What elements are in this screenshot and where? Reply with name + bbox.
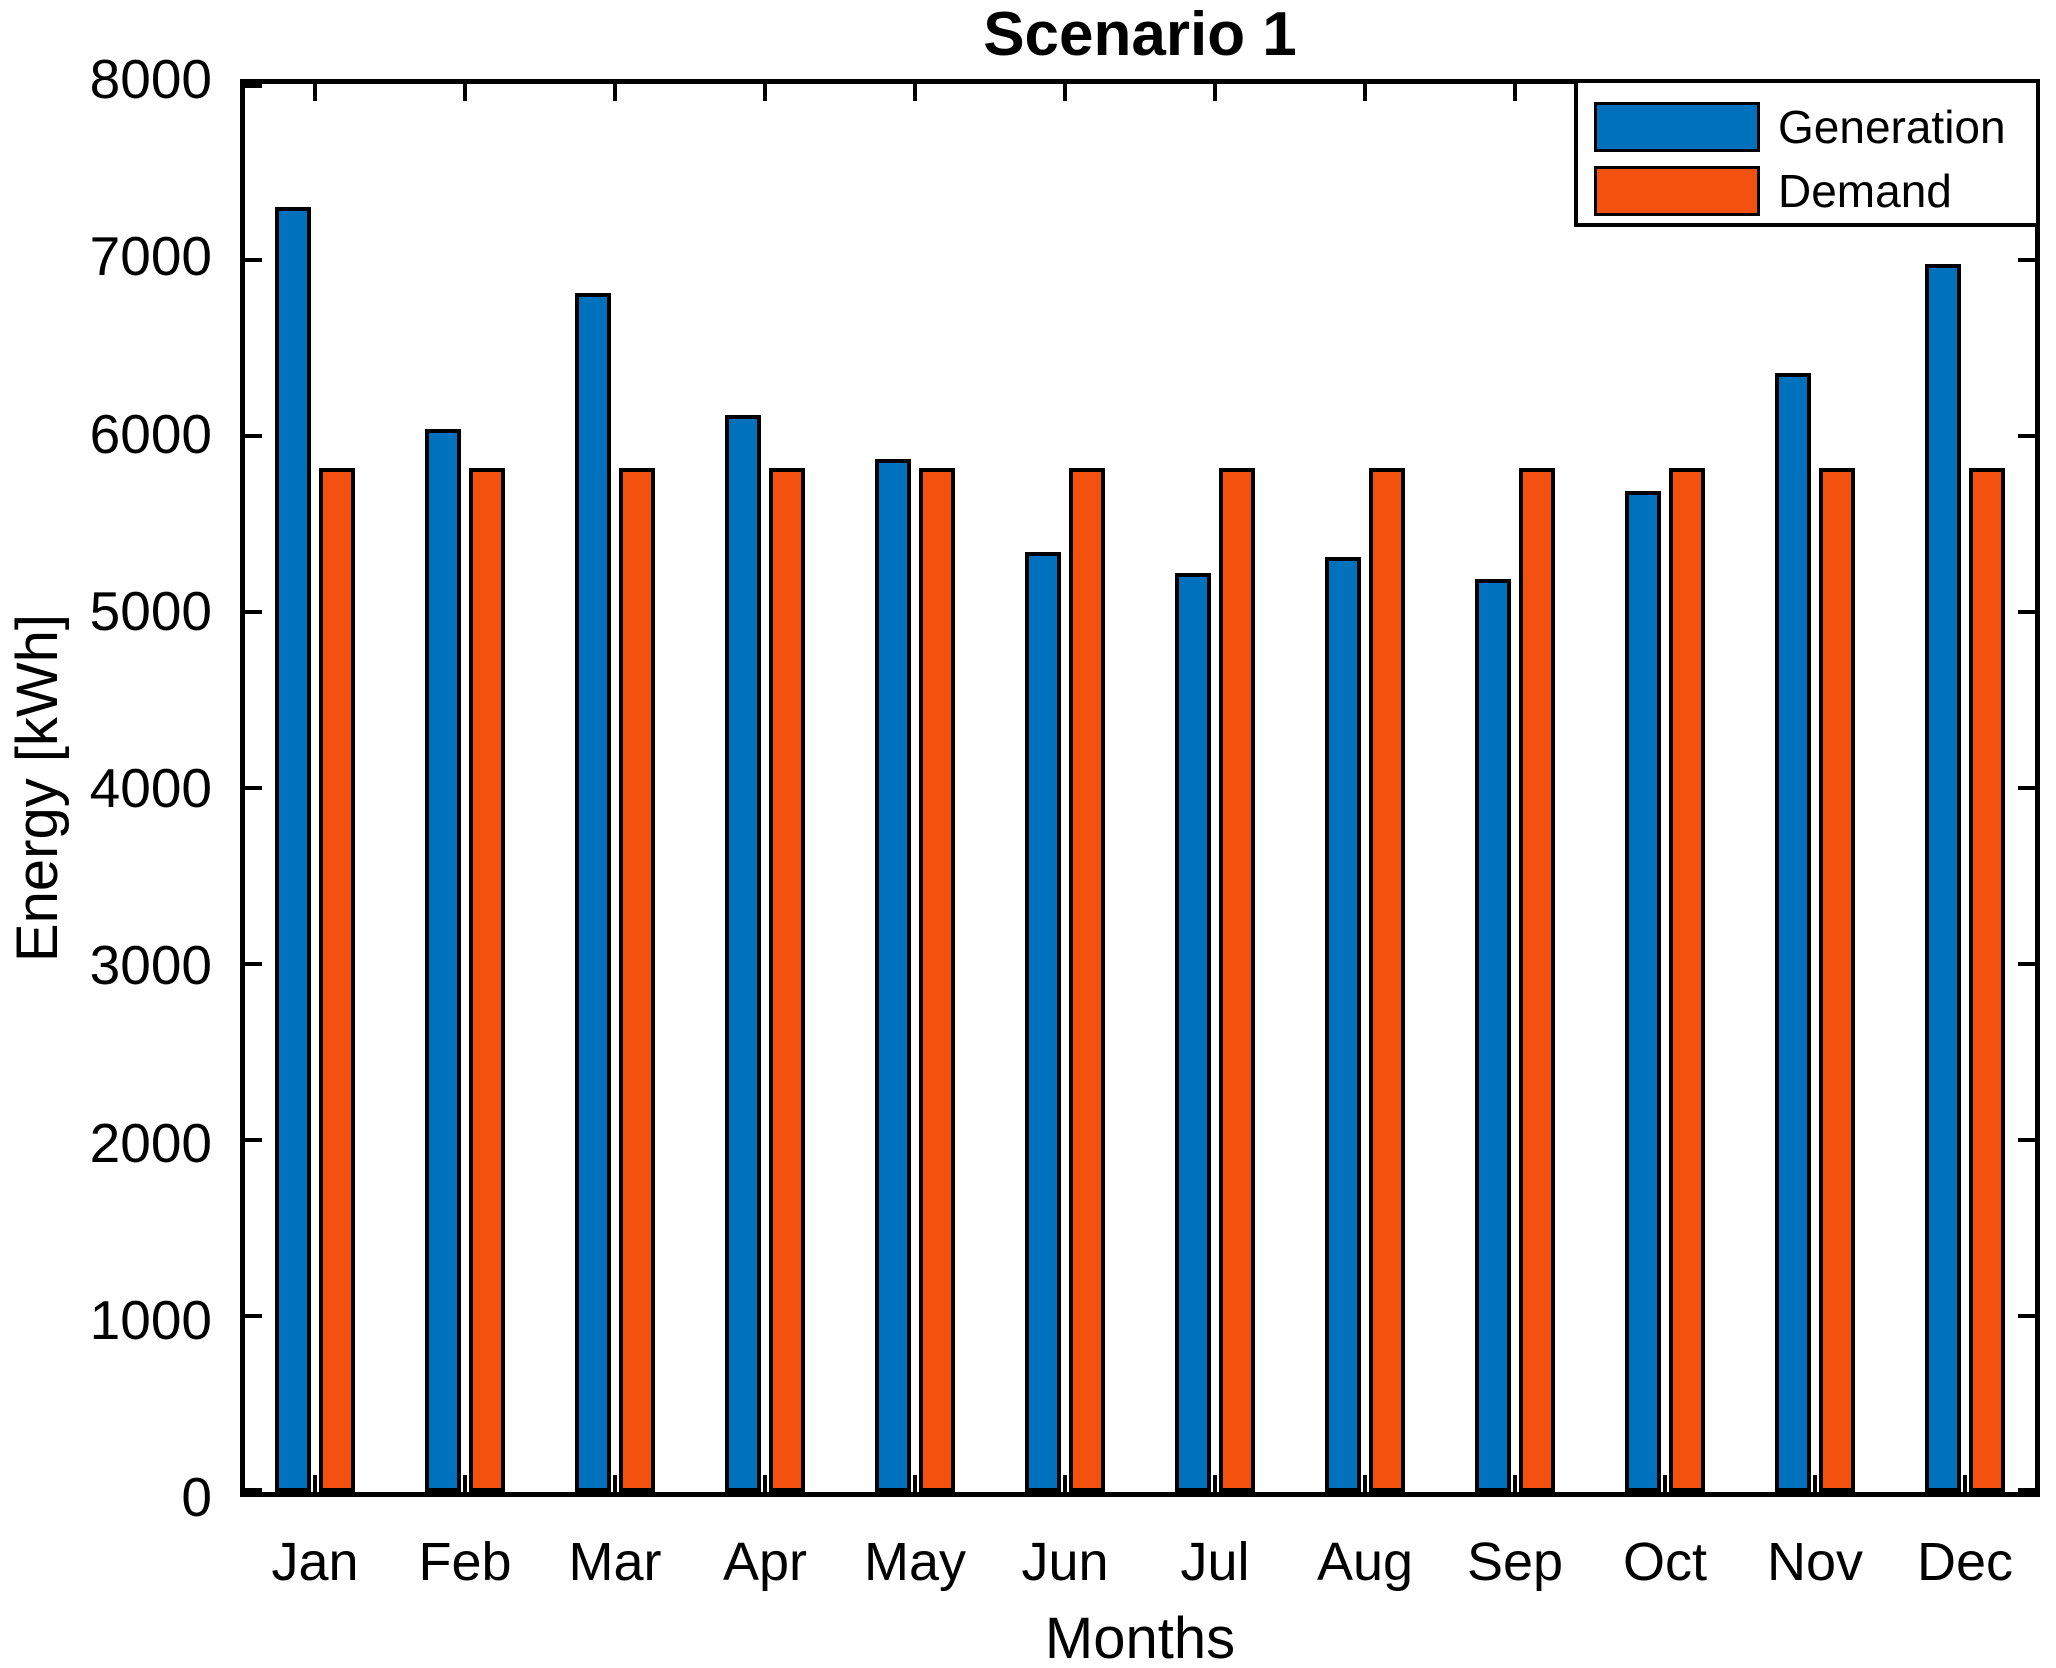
bar-demand-oct	[1669, 467, 1705, 1492]
x-tick-mark	[913, 84, 917, 101]
bar-demand-may	[919, 467, 955, 1492]
x-tick-label-oct: Oct	[1622, 1532, 1707, 1592]
x-axis-tick-labels: Jan Feb Mar Apr May Jun Jul Aug Sep Oct Nov Dec	[240, 1532, 2040, 1592]
x-tick-mark	[1513, 1475, 1517, 1492]
y-tick-mark	[245, 610, 262, 614]
x-tick-mark	[1813, 1475, 1817, 1492]
bar-generation-dec	[1925, 263, 1961, 1492]
x-tick-mark	[913, 1475, 917, 1492]
bar-demand-jan	[319, 467, 355, 1492]
plot-area: Generation Demand	[240, 79, 2040, 1497]
y-tick-mark	[2018, 1314, 2035, 1318]
y-tick-mark	[2018, 434, 2035, 438]
x-tick-mark	[1213, 84, 1217, 101]
x-tick-label-dec: Dec	[1916, 1532, 2014, 1592]
x-tick-mark	[763, 84, 767, 101]
x-tick-mark	[1213, 1475, 1217, 1492]
y-tick-label-8000: 8000	[89, 48, 212, 110]
y-tick-mark	[245, 962, 262, 966]
chart-title: Scenario 1	[983, 0, 1297, 69]
x-tick-mark	[313, 84, 317, 101]
y-tick-mark	[2018, 786, 2035, 790]
y-tick-mark	[245, 434, 262, 438]
bar-demand-mar	[619, 467, 655, 1492]
bar-demand-jul	[1219, 467, 1255, 1492]
x-tick-mark	[1513, 84, 1517, 101]
bar-demand-feb	[469, 467, 505, 1492]
y-tick-mark	[2018, 962, 2035, 966]
x-tick-mark	[613, 84, 617, 101]
y-tick-mark	[2018, 610, 2035, 614]
x-tick-label-aug: Aug	[1316, 1532, 1414, 1592]
x-tick-label-jun: Jun	[1021, 1532, 1109, 1592]
x-tick-label-may: May	[863, 1532, 966, 1592]
legend-item-demand: Demand	[1594, 159, 2036, 223]
bar-generation-jun	[1025, 552, 1061, 1492]
y-tick-label-6000: 6000	[89, 402, 212, 465]
bar-generation-feb	[425, 428, 461, 1492]
legend-label-generation: Generation	[1778, 101, 2006, 153]
legend-item-generation: Generation	[1594, 95, 2036, 159]
y-tick-mark	[245, 258, 262, 262]
y-tick-label-4000: 4000	[89, 757, 212, 819]
x-tick-mark	[763, 1475, 767, 1492]
x-tick-mark	[1363, 84, 1367, 101]
y-tick-label-7000: 7000	[89, 225, 212, 288]
y-tick-label-1000: 1000	[89, 1288, 212, 1351]
legend-swatch-generation	[1594, 102, 1760, 152]
x-tick-label-nov: Nov	[1766, 1532, 1864, 1592]
bar-generation-may	[875, 458, 911, 1492]
x-tick-label-mar: Mar	[568, 1532, 662, 1592]
y-axis-tick-labels: 0 1000 2000 3000 4000 5000 6000 7000 8000	[0, 49, 212, 1527]
y-tick-label-2000: 2000	[89, 1111, 212, 1174]
y-tick-label-5000: 5000	[89, 579, 212, 642]
bar-generation-aug	[1325, 557, 1361, 1492]
x-axis-title: Months	[1044, 1606, 1236, 1668]
y-tick-mark	[245, 84, 262, 88]
bar-demand-jun	[1069, 467, 1105, 1492]
x-tick-label-sep: Sep	[1466, 1532, 1564, 1592]
legend-swatch-demand	[1594, 166, 1760, 216]
x-tick-label-jan: Jan	[271, 1532, 359, 1592]
bar-demand-dec	[1969, 467, 2005, 1492]
legend-label-demand: Demand	[1778, 165, 1952, 217]
y-tick-mark	[2018, 1488, 2035, 1492]
x-tick-label-feb: Feb	[418, 1532, 512, 1592]
bar-generation-jan	[275, 207, 311, 1492]
y-tick-mark	[245, 1138, 262, 1142]
x-tick-mark	[1963, 1475, 1967, 1492]
bar-generation-mar	[575, 293, 611, 1492]
bar-demand-aug	[1369, 467, 1405, 1492]
x-tick-mark	[1063, 1475, 1067, 1492]
bar-generation-apr	[725, 414, 761, 1492]
bar-demand-apr	[769, 467, 805, 1492]
legend: Generation Demand	[1574, 79, 2040, 227]
y-tick-label-0: 0	[181, 1466, 212, 1528]
x-tick-label-jul: Jul	[1180, 1532, 1250, 1592]
bar-generation-oct	[1625, 490, 1661, 1492]
x-tick-mark	[1663, 1475, 1667, 1492]
x-tick-mark	[1063, 84, 1067, 101]
x-tick-mark	[313, 1475, 317, 1492]
bar-demand-sep	[1519, 467, 1555, 1492]
y-tick-mark	[2018, 1138, 2035, 1142]
y-tick-mark	[2018, 258, 2035, 262]
y-tick-mark	[245, 1314, 262, 1318]
x-tick-mark	[463, 84, 467, 101]
y-tick-mark	[245, 1488, 262, 1492]
bar-generation-nov	[1775, 372, 1811, 1492]
x-tick-label-apr: Apr	[722, 1532, 808, 1592]
x-tick-mark	[1363, 1475, 1367, 1492]
y-tick-label-3000: 3000	[89, 934, 212, 997]
bar-demand-nov	[1819, 467, 1855, 1492]
x-tick-mark	[613, 1475, 617, 1492]
y-tick-mark	[245, 786, 262, 790]
x-tick-mark	[463, 1475, 467, 1492]
bar-generation-jul	[1175, 573, 1211, 1492]
bar-generation-sep	[1475, 578, 1511, 1492]
